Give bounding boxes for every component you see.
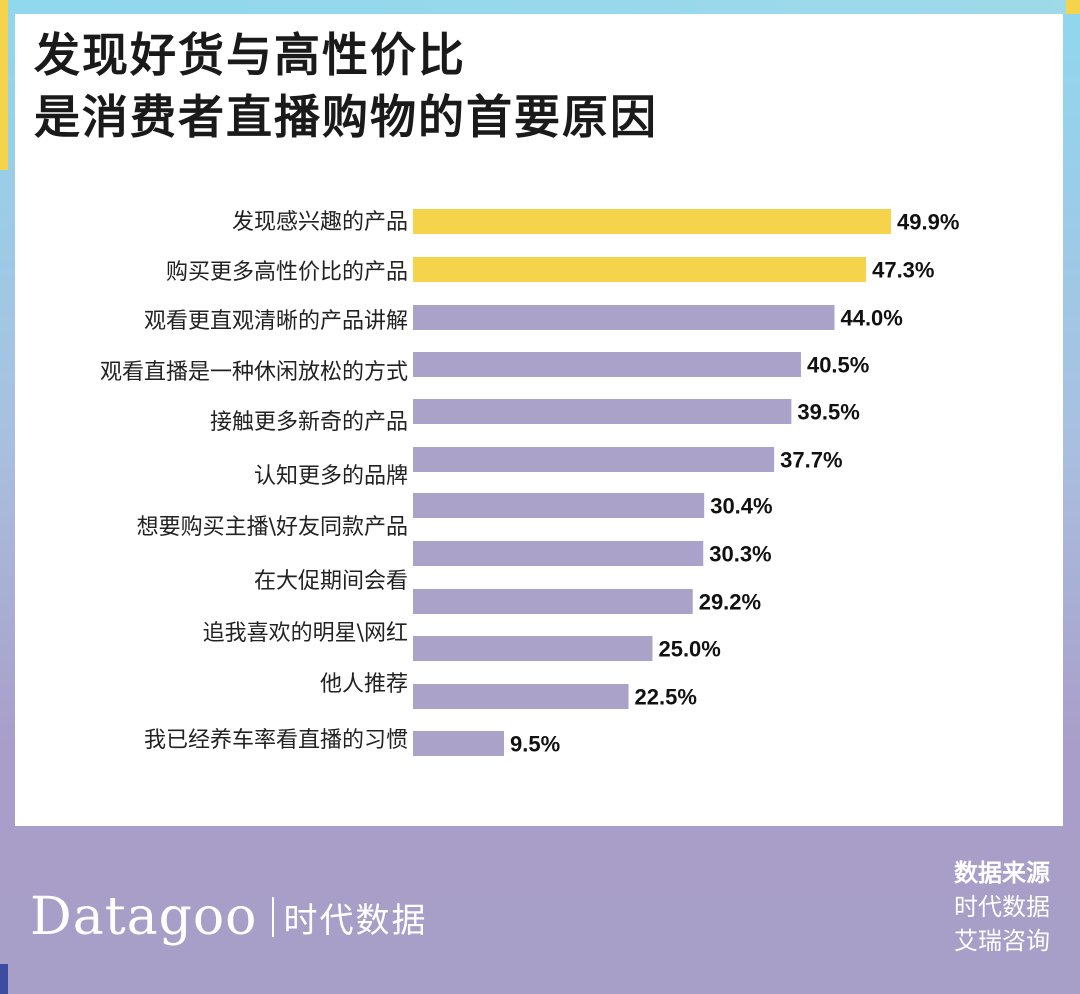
category-label-7: 想要购买主播\好友同款产品 <box>137 515 408 540</box>
bar-11 <box>413 684 629 709</box>
category-label-5: 接触更多新奇的产品 <box>210 410 408 435</box>
value-label-5: 39.5% <box>797 400 859 425</box>
data-source: 数据来源 时代数据 艾瑞咨询 <box>954 856 1050 958</box>
bar-8 <box>413 541 704 566</box>
value-labels-layer: 49.9% 47.3% 44.0% 40.5% 39.5% 37.7% 30.4% 30.3%… <box>510 210 959 757</box>
brand-chinese-name: 时代数据 <box>283 900 428 941</box>
bar-10 <box>413 636 653 661</box>
source-title: 数据来源 <box>954 859 1050 887</box>
category-label-2: 购买更多高性价比的产品 <box>166 260 408 285</box>
chart-title-line-1: 发现好货与高性价比 <box>34 28 466 82</box>
brand-logo: Datagoo 时代数据 <box>30 882 428 952</box>
category-label-11: 我已经养车率看直播的习惯 <box>144 728 408 753</box>
chart-title-line-2: 是消费者直播购物的首要原因 <box>34 90 658 144</box>
value-label-6: 37.7% <box>780 448 842 473</box>
bar-9 <box>413 589 693 614</box>
brand-divider <box>271 897 274 937</box>
chart-title: 发现好货与高性价比 是消费者直播购物的首要原因 <box>34 24 658 148</box>
bars-layer <box>413 209 891 756</box>
bar-1 <box>413 209 891 234</box>
brand-name: Datagoo <box>30 887 258 947</box>
category-label-4: 观看直播是一种休闲放松的方式 <box>100 360 408 385</box>
category-label-6: 认知更多的品牌 <box>254 464 408 489</box>
value-label-2: 47.3% <box>872 258 934 283</box>
bar-2 <box>413 257 867 282</box>
bar-5 <box>413 399 792 424</box>
value-label-7: 30.4% <box>710 494 772 519</box>
value-label-12: 9.5% <box>510 732 560 757</box>
right-yellow-accent <box>1066 0 1080 14</box>
value-label-1: 49.9% <box>897 210 959 235</box>
bar-6 <box>413 447 775 472</box>
bar-3 <box>413 305 835 330</box>
top-decor-strip <box>0 0 1080 14</box>
category-label-3: 观看更直观清晰的产品讲解 <box>144 309 408 334</box>
category-label-1: 发现感兴趣的产品 <box>232 210 408 235</box>
category-label-9: 追我喜欢的明星\网红 <box>203 621 408 646</box>
left-navy-accent <box>0 964 8 994</box>
value-label-3: 44.0% <box>840 306 902 331</box>
left-yellow-accent <box>0 0 8 170</box>
value-label-10: 25.0% <box>658 637 720 662</box>
category-label-8: 在大促期间会看 <box>254 569 408 594</box>
value-label-11: 22.5% <box>635 685 697 710</box>
bar-12 <box>413 731 505 756</box>
value-label-4: 40.5% <box>807 353 869 378</box>
source-item: 艾瑞咨询 <box>954 927 1050 955</box>
bar-4 <box>413 352 801 377</box>
source-item: 时代数据 <box>954 893 1050 921</box>
category-labels-layer: 发现感兴趣的产品购买更多高性价比的产品观看更直观清晰的产品讲解观看直播是一种休闲… <box>100 210 408 753</box>
category-label-10: 他人推荐 <box>320 672 408 697</box>
bar-7 <box>413 493 705 518</box>
value-label-8: 30.3% <box>709 542 771 567</box>
value-label-9: 29.2% <box>699 590 761 615</box>
